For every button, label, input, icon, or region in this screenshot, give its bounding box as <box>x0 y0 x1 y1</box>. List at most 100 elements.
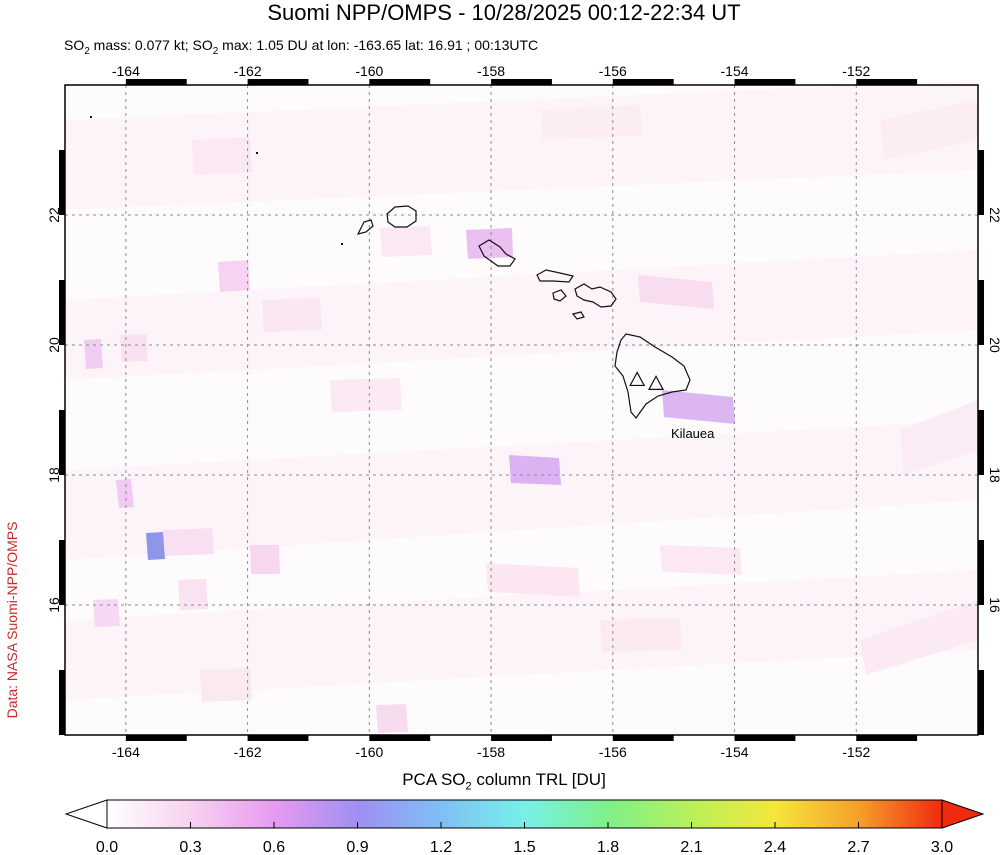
border-tick-bottom <box>612 735 674 741</box>
volcano-markers <box>629 371 665 390</box>
colorbar-high-arrow <box>941 799 985 829</box>
map-border-ticks <box>59 79 984 741</box>
map-title: Suomi NPP/OMPS - 10/28/2025 00:12-22:34 … <box>267 0 741 25</box>
colorbar-title: PCA SO2 column TRL [DU] <box>0 770 1008 792</box>
lat-label-left: 16 <box>46 597 62 613</box>
border-tick-left <box>59 670 65 735</box>
coast-maui <box>574 283 617 308</box>
border-tick-right <box>978 670 984 735</box>
colorbar-title-part: PCA SO <box>402 770 466 789</box>
lon-label-bottom: -158 <box>477 744 505 760</box>
subtitle-subscript: 2 <box>212 45 219 57</box>
colorbar-tick-label: 0.3 <box>179 839 201 855</box>
colorbar-tick-label: 2.4 <box>764 839 786 855</box>
subtitle-part: max: 1.05 DU at lon: -163.65 lat: 16.91 … <box>218 37 539 53</box>
so2-pixel <box>200 668 252 702</box>
border-tick-top <box>856 79 918 85</box>
lon-label-top: -160 <box>355 63 383 79</box>
colorbar-tick-label: 2.7 <box>847 839 869 855</box>
colorbar-ticks: 0.0 0.3 0.6 0.9 1.2 1.5 1.8 2.1 2.4 2.7 3.0 <box>96 822 953 855</box>
lon-label-bottom: -152 <box>842 744 870 760</box>
border-tick-top <box>612 79 674 85</box>
graticule <box>65 85 978 735</box>
so2-background-swath <box>65 80 978 700</box>
colorbar-title-part: column TRL [DU] <box>471 770 606 789</box>
so2-pixel <box>192 137 252 175</box>
so2-pixel <box>116 479 134 508</box>
axis-tick-labels: -164 -164 -162 -162 -160 -160 -158 -158 -156 -156… <box>46 63 1003 760</box>
so2-pixel <box>860 600 978 675</box>
islet <box>90 116 92 118</box>
volcano-triangle-icon <box>629 371 646 387</box>
lon-label-bottom: -162 <box>234 744 262 760</box>
border-tick-bottom <box>856 735 918 741</box>
lat-label-right: 18 <box>987 467 1003 483</box>
so2-pixel <box>466 228 513 259</box>
volcano-triangle-icon <box>648 375 665 390</box>
so2-pixel <box>660 545 742 575</box>
border-tick-top <box>125 79 187 85</box>
so2-pixel <box>600 618 682 652</box>
lon-label-top: -158 <box>477 63 505 79</box>
coast-lanai <box>552 289 567 302</box>
so2-pixel <box>380 226 432 257</box>
border-tick-left <box>59 410 65 475</box>
lon-label-bottom: -160 <box>355 744 383 760</box>
coast-oahu <box>478 239 516 267</box>
border-tick-bottom <box>125 735 187 741</box>
small-islets <box>90 116 343 245</box>
so2-pixel <box>178 579 208 610</box>
so2-pixel <box>509 455 561 485</box>
colorbar-tick-label: 0.9 <box>346 839 368 855</box>
lon-label-top: -162 <box>234 63 262 79</box>
coast-kauai <box>386 205 417 228</box>
border-tick-left <box>59 540 65 605</box>
lat-label-left: 18 <box>46 467 62 483</box>
so2-pixel <box>250 545 280 574</box>
lat-label-left: 20 <box>46 337 62 353</box>
lat-label-right: 20 <box>987 337 1003 353</box>
subtitle-subscript: 2 <box>84 45 90 57</box>
border-tick-left <box>59 280 65 345</box>
so2-pixel <box>638 275 714 309</box>
so2-pixel <box>120 334 148 362</box>
so2-pixel <box>880 100 978 160</box>
lon-label-top: -152 <box>842 63 870 79</box>
so2-pixels <box>84 100 978 733</box>
border-tick-right <box>978 540 984 605</box>
so2-pixel <box>218 260 250 292</box>
border-tick-bottom <box>491 735 552 741</box>
coast-molokai <box>536 269 574 283</box>
colorbar: 0.0 0.3 0.6 0.9 1.2 1.5 1.8 2.1 2.4 2.7 3.0 <box>64 799 985 855</box>
colorbar-tick-label: 1.2 <box>430 839 452 855</box>
lon-label-top: -156 <box>599 63 627 79</box>
so2-pixel-max <box>146 532 165 560</box>
so2-pixel <box>662 390 735 424</box>
colorbar-low-arrow <box>64 799 108 829</box>
islet <box>341 243 343 245</box>
colorbar-tick-label: 2.1 <box>680 839 702 855</box>
so2-pixel <box>93 599 120 627</box>
border-tick-bottom <box>247 735 309 741</box>
so2-pixel <box>262 298 322 332</box>
lon-label-top: -164 <box>112 63 140 79</box>
border-tick-top <box>369 79 431 85</box>
border-tick-right <box>978 150 984 215</box>
border-tick-top <box>247 79 309 85</box>
lon-label-bottom: -154 <box>721 744 749 760</box>
border-tick-bottom <box>734 735 796 741</box>
volcano-label-kilauea: Kilauea <box>671 426 715 441</box>
lat-label-right: 16 <box>987 597 1003 613</box>
so2-pixel <box>376 704 408 733</box>
so2-pixel <box>540 105 642 140</box>
colorbar-tick-label: 1.5 <box>513 839 535 855</box>
lon-label-top: -154 <box>721 63 749 79</box>
lon-label-bottom: -156 <box>599 744 627 760</box>
coastlines <box>356 205 691 419</box>
colorbar-tick-label: 1.8 <box>597 839 619 855</box>
islet <box>256 152 258 154</box>
lat-label-right: 22 <box>987 207 1003 223</box>
lon-label-bottom: -164 <box>112 744 140 760</box>
coast-niihau <box>356 219 374 235</box>
